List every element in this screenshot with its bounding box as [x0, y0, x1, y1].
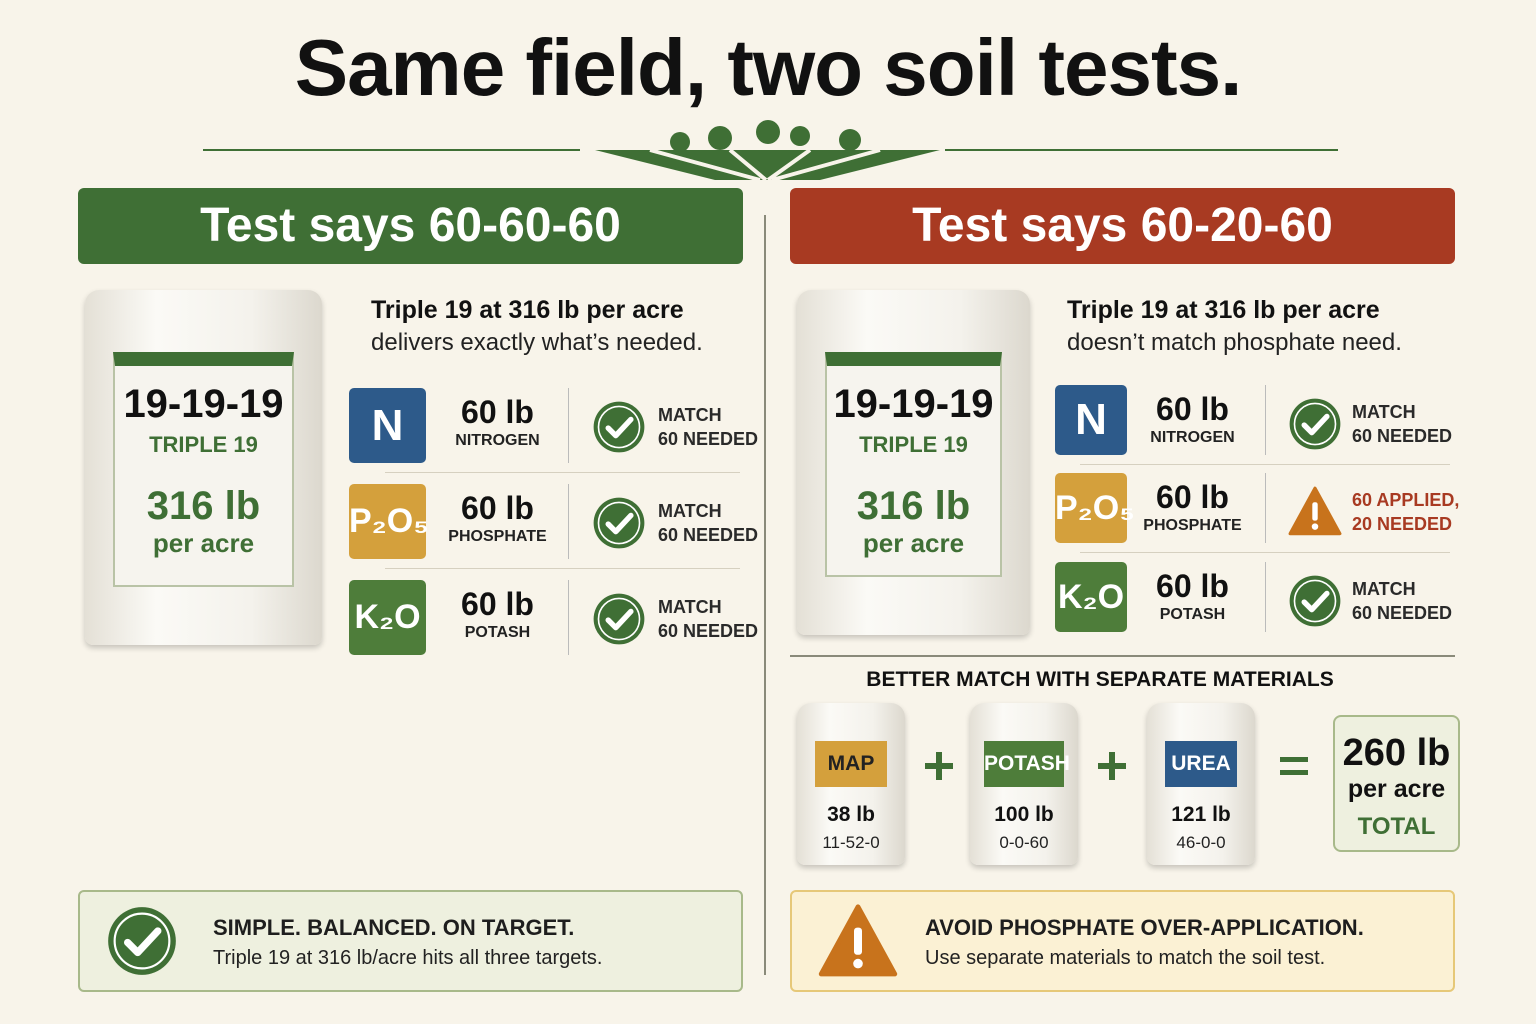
bag-label-band	[825, 352, 1002, 577]
bag-label-band	[113, 352, 294, 587]
nutrient-name: PHOSPHATE	[1143, 517, 1242, 534]
plus-sign	[925, 752, 953, 780]
status-line: MATCH	[658, 501, 722, 521]
material-label: MAP	[815, 741, 887, 787]
nutrient-badge: P₂O₅	[1055, 473, 1135, 543]
row-separator	[1080, 552, 1450, 553]
material-amount: 121 lb	[1171, 803, 1231, 826]
status-line: 60 NEEDED	[1352, 426, 1453, 446]
status-line: 60 NEEDED	[1352, 603, 1453, 623]
material-grade: 11-52-0	[822, 833, 880, 852]
status-line: 60 APPLIED,	[1352, 490, 1460, 510]
nutrient-amount: 60 lb	[461, 586, 534, 622]
bag-unit: per acre	[862, 528, 965, 558]
total-box	[1333, 715, 1460, 852]
callout-box	[790, 890, 1455, 992]
center-divider	[764, 215, 766, 975]
material-grade: 0-0-60	[999, 833, 1049, 852]
row-separator	[385, 568, 740, 569]
equals-sign	[1280, 757, 1308, 775]
row-divider	[568, 484, 569, 559]
status-line: 60 NEEDED	[658, 525, 759, 545]
row-divider	[1265, 473, 1266, 543]
nutrient-name: NITROGEN	[1150, 429, 1235, 446]
section-divider	[790, 655, 1455, 657]
fertilizer-bag: 19-19-19 TRIPLE 19 316 lb per acre	[85, 290, 322, 645]
fertilizer-bag: 19-19-19 TRIPLE 19 316 lb per acre	[797, 290, 1030, 635]
material-bag: UREA 121 lb 46-0-0	[1147, 703, 1255, 865]
nutrient-badge: K₂O	[349, 580, 426, 655]
bag-rate: 316 lb	[856, 484, 971, 528]
panel-heading: Test says 60-20-60	[790, 188, 1455, 264]
bag-grade: 19-19-19	[833, 382, 994, 426]
bag-grade: 19-19-19	[123, 382, 284, 426]
nutrient-name: POTASH	[1159, 606, 1226, 623]
intro-bold: Triple 19 at 316 lb per acre	[1067, 296, 1380, 324]
divider-ornament	[203, 120, 1338, 182]
bag-name: TRIPLE 19	[859, 432, 968, 457]
row-separator	[385, 472, 740, 473]
material-bag: POTASH 100 lb 0-0-60	[970, 703, 1078, 865]
total-unit: per acre	[1347, 775, 1446, 803]
material-label: UREA	[1165, 741, 1237, 787]
material-amount: 100 lb	[994, 803, 1054, 826]
material-amount: 38 lb	[827, 803, 875, 826]
title: Same field, two soil tests.	[294, 23, 1243, 112]
intro-text: doesn’t match phosphate need.	[1067, 329, 1402, 356]
nutrient-name: PHOSPHATE	[448, 528, 547, 545]
nutrient-badge: N	[1055, 385, 1127, 455]
status-icon	[1288, 486, 1342, 536]
plus-sign	[1098, 752, 1126, 780]
material-bag: MAP 38 lb 11-52-0	[797, 703, 905, 865]
intro-bold: Triple 19 at 316 lb per acre	[371, 296, 684, 324]
status-line: MATCH	[1352, 402, 1416, 422]
nutrient-badge: P₂O₅	[349, 484, 429, 559]
status-line: 60 NEEDED	[658, 429, 759, 449]
callout-box	[78, 890, 743, 992]
bag-rate: 316 lb	[146, 484, 261, 528]
status-line: 60 NEEDED	[658, 621, 759, 641]
row-divider	[1265, 385, 1266, 455]
status-icon	[593, 497, 645, 549]
row-divider	[1265, 562, 1266, 632]
status-icon	[593, 401, 645, 453]
status-icon	[593, 593, 645, 645]
nutrient-name: POTASH	[464, 624, 531, 641]
nutrient-badge: N	[349, 388, 426, 463]
status-line: MATCH	[1352, 579, 1416, 599]
callout-icon	[818, 904, 898, 977]
panel-heading: Test says 60-60-60	[78, 188, 743, 264]
alternative-title: BETTER MATCH WITH SEPARATE MATERIALS	[866, 668, 1334, 691]
nutrient-badge: K₂O	[1055, 562, 1127, 632]
bag-name: TRIPLE 19	[149, 432, 258, 457]
status-icon	[1289, 575, 1341, 627]
status-line: MATCH	[658, 597, 722, 617]
total-amount: 260 lb	[1342, 732, 1451, 774]
row-divider	[568, 388, 569, 463]
status-line: MATCH	[658, 405, 722, 425]
total-label: TOTAL	[1357, 813, 1436, 840]
callout-text: Use separate materials to match the soil…	[925, 947, 1326, 969]
material-grade: 46-0-0	[1176, 833, 1226, 852]
material-label: POTASH	[984, 741, 1070, 787]
callout-title: AVOID PHOSPHATE OVER-APPLICATION.	[925, 915, 1364, 940]
row-divider	[568, 580, 569, 655]
nutrient-amount: 60 lb	[1156, 479, 1229, 515]
row-separator	[1080, 464, 1450, 465]
intro-text: delivers exactly what’s needed.	[371, 329, 703, 356]
callout-text: Triple 19 at 316 lb/acre hits all three …	[213, 947, 603, 969]
bag-unit: per acre	[152, 528, 255, 558]
nutrient-name: NITROGEN	[455, 432, 540, 449]
callout-icon	[108, 907, 176, 975]
nutrient-amount: 60 lb	[461, 490, 534, 526]
nutrient-amount: 60 lb	[461, 394, 534, 430]
callout-title: SIMPLE. BALANCED. ON TARGET.	[213, 915, 575, 940]
status-line: 20 NEEDED	[1352, 514, 1453, 534]
status-icon	[1289, 398, 1341, 450]
nutrient-amount: 60 lb	[1156, 568, 1229, 604]
nutrient-amount: 60 lb	[1156, 391, 1229, 427]
